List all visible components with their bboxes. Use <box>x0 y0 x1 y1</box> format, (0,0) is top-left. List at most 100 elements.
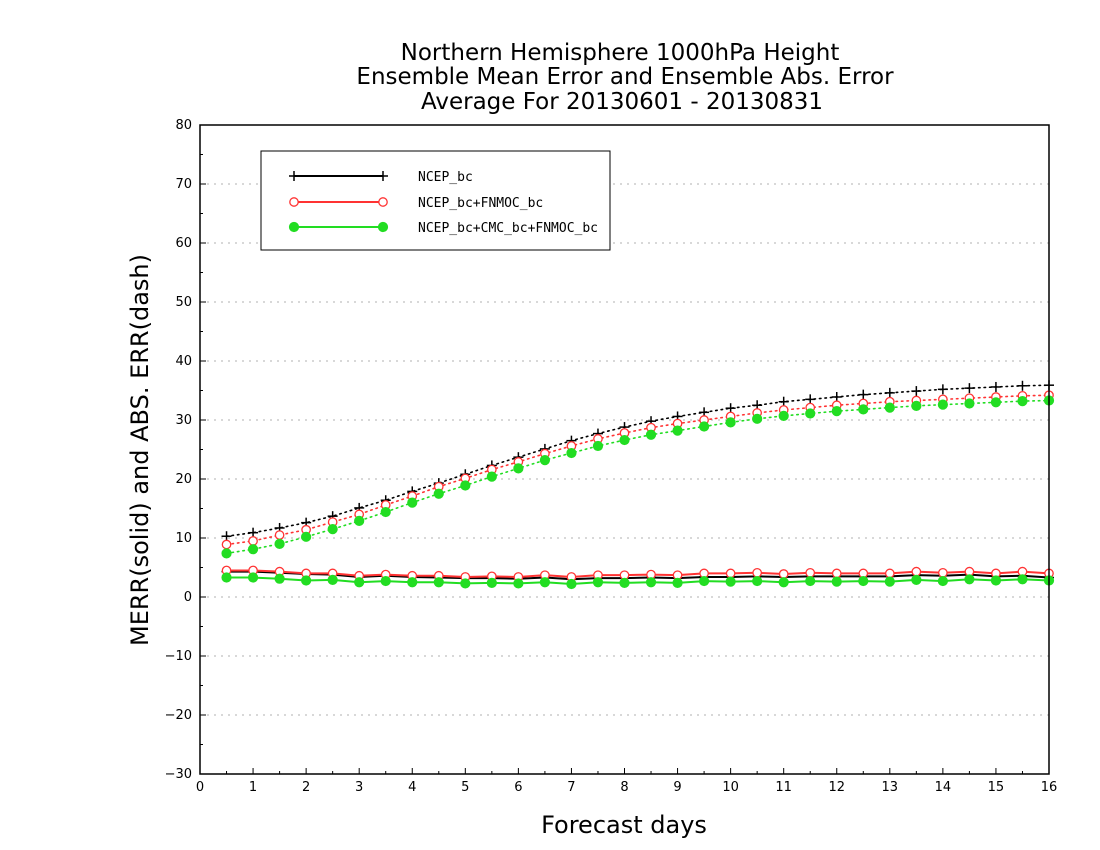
legend-entry-2: NCEP_bc+CMC_bc+FNMOC_bc <box>288 221 598 236</box>
abs-err-point <box>354 515 365 526</box>
merr-point <box>725 568 736 579</box>
x-tick-label: 2 <box>302 780 310 795</box>
merr-point <box>460 578 471 589</box>
x-tick-label: 10 <box>722 780 739 795</box>
abs-err-point <box>964 398 975 409</box>
merr-point <box>805 575 816 587</box>
merr-point <box>911 574 922 585</box>
x-tick-label: 13 <box>882 780 899 795</box>
merr-point <box>513 578 524 589</box>
merr-point <box>937 575 948 587</box>
merr-point <box>831 576 842 587</box>
legend-label: NCEP_bc <box>418 170 473 185</box>
merr-point <box>805 567 816 578</box>
abs-err-point <box>698 421 710 432</box>
abs-err-point <box>221 548 232 559</box>
merr-point <box>433 577 444 588</box>
merr-point <box>938 567 948 578</box>
y-tick-label: 50 <box>175 295 192 310</box>
legend-label: NCEP_bc+FNMOC_bc <box>418 196 543 211</box>
abs-err-point <box>831 391 842 402</box>
merr-point <box>778 577 789 588</box>
x-tick-label: 0 <box>196 780 204 795</box>
merr-point <box>911 566 922 577</box>
legend: NCEP_bc NCEP_bc+FNMOC_bc NCEP_bc+CMC_bc+FN… <box>260 150 611 251</box>
merr-point <box>964 574 975 585</box>
merr-point <box>274 573 285 584</box>
merr-point <box>354 577 365 588</box>
abs-err-point <box>301 531 312 542</box>
y-tick-label: 80 <box>175 118 192 133</box>
abs-err-point <box>539 455 551 466</box>
abs-err-point <box>619 434 630 446</box>
abs-err-point <box>858 389 869 400</box>
abs-err-point <box>937 399 948 410</box>
merr-point <box>778 569 789 579</box>
abs-err-point <box>274 530 285 540</box>
abs-err-point <box>858 404 869 415</box>
merr-point <box>752 575 763 587</box>
x-tick-label: 16 <box>1041 780 1058 795</box>
chart-title-line-2: Ensemble Mean Error and Ensemble Abs. Er… <box>356 64 894 90</box>
abs-err-point <box>1017 396 1028 407</box>
abs-err-point <box>645 429 657 440</box>
y-tick-label: 0 <box>184 590 192 605</box>
abs-err-point <box>566 447 577 459</box>
legend-marker <box>288 221 300 233</box>
y-tick-label: 40 <box>175 354 192 369</box>
abs-err-point <box>725 403 736 414</box>
abs-err-point <box>247 544 259 555</box>
x-tick-label: 5 <box>461 780 469 795</box>
abs-err-point <box>274 538 285 550</box>
y-tick-label: −20 <box>165 708 192 723</box>
y-tick-label: 10 <box>175 531 192 546</box>
abs-err-point <box>752 413 763 424</box>
merr-point <box>539 577 551 588</box>
grid-layer <box>200 183 1049 716</box>
abs-err-point <box>327 524 338 535</box>
x-tick-label: 6 <box>514 780 522 795</box>
abs-err-point <box>884 387 895 398</box>
legend-entry-0: NCEP_bc <box>289 170 473 185</box>
abs-err-point <box>407 497 418 508</box>
x-tick-label: 15 <box>988 780 1005 795</box>
chart-title-line-1: Northern Hemisphere 1000hPa Height <box>401 40 840 66</box>
merr-point <box>672 577 683 588</box>
abs-err-point <box>433 488 444 499</box>
x-tick-label: 7 <box>567 780 575 795</box>
abs-err-point <box>592 440 604 452</box>
y-tick-label: 70 <box>175 177 192 192</box>
x-axis-label: Forecast days <box>541 811 707 839</box>
merr-point <box>619 577 630 588</box>
abs-err-point <box>248 536 258 546</box>
abs-err-line <box>225 399 1050 555</box>
merr-point <box>1017 574 1028 585</box>
x-tick-label: 9 <box>673 780 681 795</box>
merr-point <box>380 575 391 587</box>
abs-err-point <box>380 506 391 518</box>
merr-point <box>698 575 710 587</box>
y-tick-label: 60 <box>175 236 192 251</box>
abs-err-point <box>964 383 975 394</box>
legend-marker <box>289 171 299 181</box>
abs-err-point <box>486 471 497 482</box>
abs-err-point <box>831 406 842 417</box>
abs-err-point <box>911 400 922 411</box>
abs-err-point <box>248 527 259 538</box>
x-tick-label: 11 <box>775 780 792 795</box>
abs-err-point <box>221 539 232 550</box>
x-tick-label: 1 <box>249 780 257 795</box>
abs-err-point <box>513 463 524 474</box>
merr-point <box>221 572 232 583</box>
y-tick-label: −10 <box>165 649 192 664</box>
merr-point <box>752 567 763 578</box>
abs-err-line <box>225 384 1050 538</box>
merr-point <box>592 577 604 588</box>
series-2 <box>221 395 1055 590</box>
abs-err-point <box>990 381 1001 392</box>
merr-point <box>725 576 736 587</box>
merr-point <box>301 575 312 586</box>
legend-marker <box>378 197 388 207</box>
